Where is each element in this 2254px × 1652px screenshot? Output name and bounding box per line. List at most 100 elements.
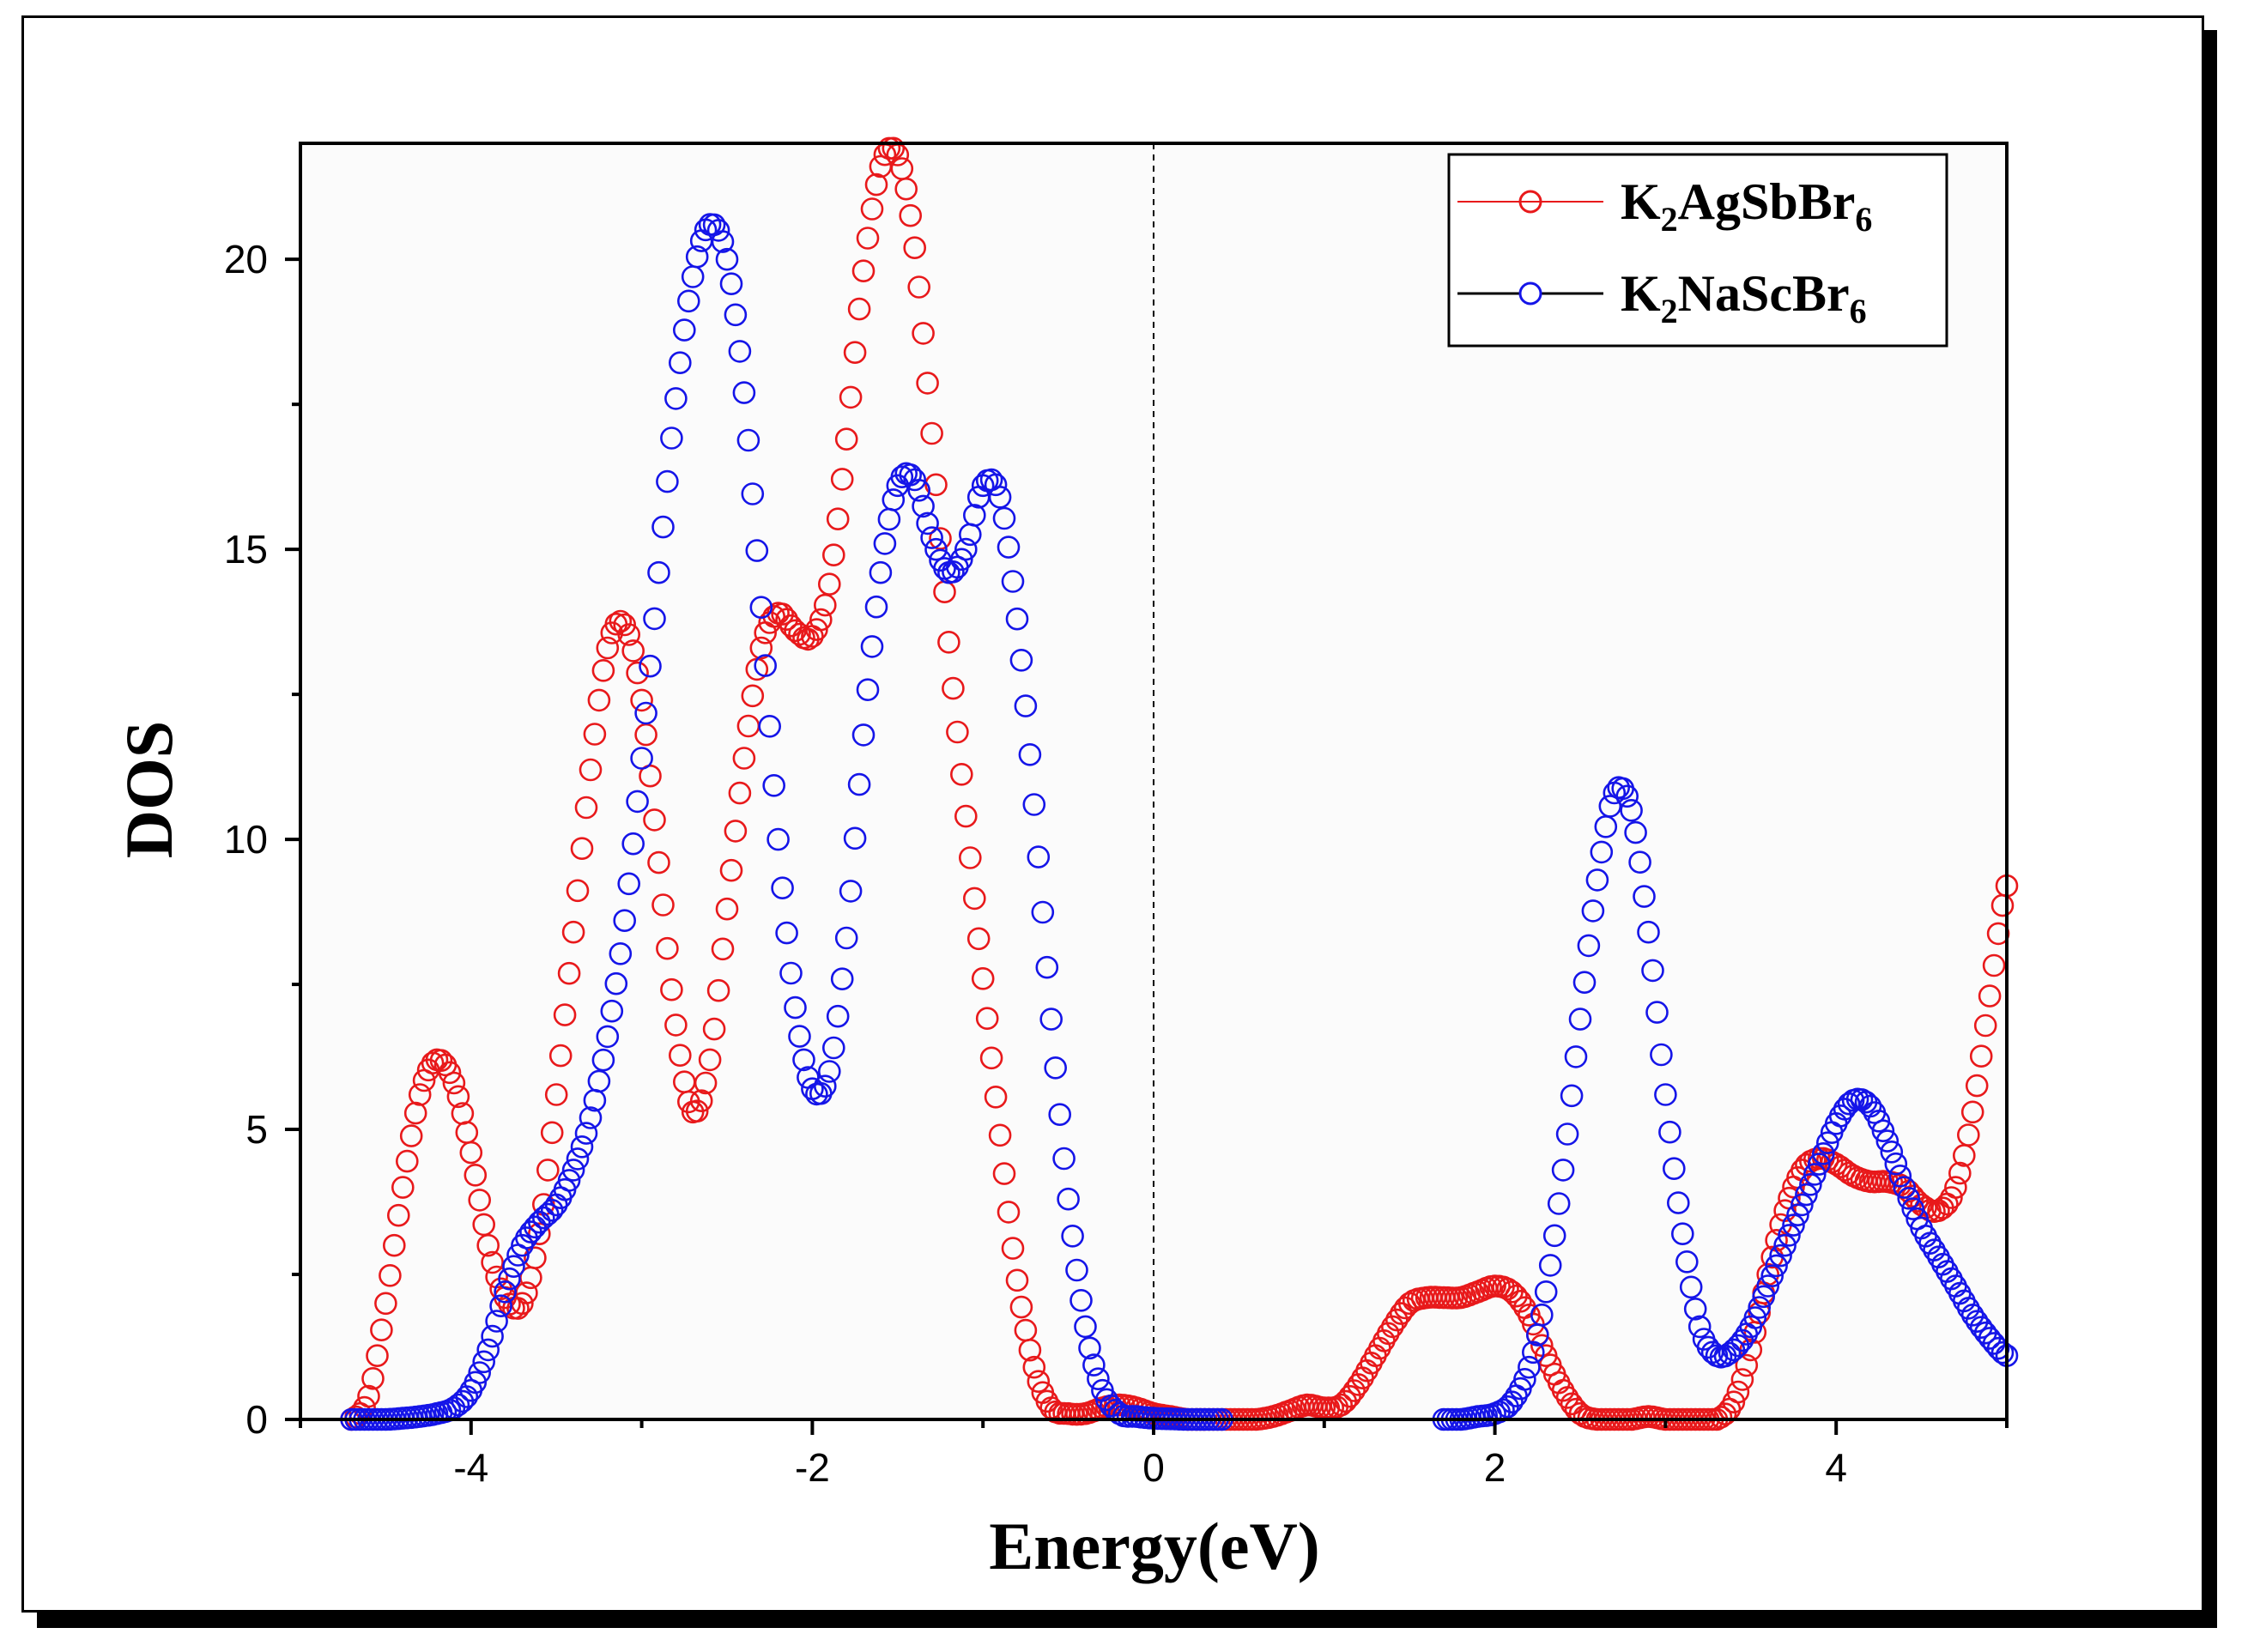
data-point-k2nascbr6 [1069, 1289, 1093, 1312]
data-point-k2nascbr6 [1645, 1001, 1669, 1024]
data-point-k2nascbr6 [1065, 1258, 1088, 1282]
data-point-k2agsbbr6 [664, 1014, 688, 1037]
legend-k2nascbr6-sub1: 2 [1661, 292, 1678, 330]
data-point-k2nascbr6 [1990, 1340, 2015, 1365]
data-point-k2agsbbr6 [975, 1007, 999, 1030]
data-point-k2agsbbr6 [988, 1123, 1012, 1147]
data-point-k2agsbbr6 [1709, 1406, 1733, 1429]
data-point-k2nascbr6 [1687, 1315, 1712, 1339]
data-point-k2nascbr6 [745, 539, 769, 562]
data-point-k2agsbbr6 [442, 1071, 466, 1095]
data-point-k2nascbr6 [963, 504, 986, 527]
data-point-k2nascbr6 [890, 465, 914, 489]
data-point-k2agsbbr6 [1377, 1322, 1400, 1346]
data-point-k2agsbbr6 [536, 1159, 560, 1182]
data-point-k2nascbr6 [920, 526, 943, 549]
data-point-k2agsbbr6 [357, 1384, 380, 1408]
data-point-k2nascbr6 [1500, 1390, 1524, 1413]
data-point-k2agsbbr6 [1982, 953, 2006, 977]
data-point-k2nascbr6 [1790, 1193, 1814, 1217]
data-point-k2agsbbr6 [966, 927, 991, 951]
data-point-k2agsbbr6 [391, 1176, 415, 1199]
data-point-k2agsbbr6 [899, 203, 922, 227]
y-tick-label: 20 [224, 237, 268, 281]
data-point-k2nascbr6 [621, 832, 645, 856]
data-point-k2nascbr6 [570, 1135, 594, 1159]
x-axis-title: Energy(eV) [989, 1509, 1320, 1583]
data-point-k2agsbbr6 [702, 1017, 726, 1041]
data-point-k2nascbr6 [1880, 1141, 1904, 1164]
data-point-k2nascbr6 [912, 494, 935, 518]
data-point-k2agsbbr6 [468, 1189, 492, 1212]
data-point-k2agsbbr6 [617, 623, 641, 646]
data-point-k2agsbbr6 [1722, 1390, 1746, 1413]
data-point-k2agsbbr6 [992, 1162, 1016, 1185]
data-point-k2agsbbr6 [1385, 1308, 1409, 1332]
data-point-k2agsbbr6 [399, 1124, 423, 1147]
data-point-k2agsbbr6 [613, 613, 637, 637]
data-point-k2nascbr6 [754, 654, 778, 677]
data-point-k2agsbbr6 [946, 720, 969, 744]
data-point-k2nascbr6 [531, 1206, 555, 1230]
data-point-k2nascbr6 [1803, 1163, 1827, 1186]
data-point-k2nascbr6 [561, 1159, 585, 1182]
data-point-k2agsbbr6 [971, 967, 995, 990]
data-point-k2agsbbr6 [851, 259, 876, 283]
data-point-k2nascbr6 [988, 485, 1012, 509]
data-point-k2agsbbr6 [724, 820, 748, 843]
data-point-k2nascbr6 [1530, 1303, 1554, 1327]
data-point-k2agsbbr6 [1342, 1379, 1366, 1402]
x-tick-label: 2 [1484, 1445, 1506, 1490]
data-point-k2nascbr6 [1893, 1176, 1916, 1199]
legend-k2agsbbr6-mid: AgSbBr [1678, 173, 1856, 230]
data-point-k2nascbr6 [826, 1004, 850, 1028]
data-point-k2agsbbr6 [1730, 1368, 1754, 1391]
data-point-k2nascbr6 [579, 1106, 603, 1129]
data-point-k2nascbr6 [728, 340, 752, 363]
data-point-k2nascbr6 [1014, 694, 1038, 717]
data-point-k2nascbr6 [1760, 1264, 1784, 1287]
data-point-k2agsbbr6 [741, 684, 765, 708]
data-point-k2nascbr6 [613, 909, 637, 932]
data-point-k2nascbr6 [771, 876, 794, 899]
data-point-k2nascbr6 [916, 511, 939, 536]
data-point-k2nascbr6 [1518, 1355, 1541, 1379]
data-point-k2nascbr6 [464, 1371, 488, 1395]
legend-marker-k2agsbbr6 [1518, 190, 1542, 214]
data-point-k2agsbbr6 [924, 473, 948, 497]
data-point-k2nascbr6 [672, 318, 696, 342]
data-point-k2agsbbr6 [1338, 1384, 1361, 1408]
data-point-k2agsbbr6 [1381, 1315, 1404, 1339]
data-point-k2agsbbr6 [651, 893, 675, 917]
data-point-k2agsbbr6 [459, 1141, 483, 1165]
data-point-k2nascbr6 [758, 714, 782, 738]
data-point-k2nascbr6 [1009, 648, 1033, 672]
data-point-k2nascbr6 [1957, 1297, 1980, 1320]
legend-k2nascbr6-sub2: 6 [1850, 292, 1867, 330]
data-point-k2agsbbr6 [894, 177, 918, 201]
data-point-k2nascbr6 [1769, 1244, 1792, 1268]
data-point-k2nascbr6 [779, 961, 803, 985]
data-point-k2nascbr6 [660, 427, 683, 450]
data-point-k2nascbr6 [1730, 1328, 1754, 1352]
ticks-layer [285, 257, 2009, 1435]
data-point-k2nascbr6 [1087, 1367, 1110, 1390]
data-point-k2nascbr6 [1555, 1123, 1579, 1146]
data-point-k2agsbbr6 [805, 618, 828, 641]
data-point-k2nascbr6 [1641, 959, 1664, 983]
data-point-k2nascbr6 [1675, 1250, 1699, 1274]
data-point-k2nascbr6 [992, 506, 1016, 530]
data-point-k2nascbr6 [775, 921, 798, 945]
data-point-k2agsbbr6 [839, 385, 863, 409]
data-point-k2nascbr6 [873, 532, 897, 555]
data-point-k2nascbr6 [1658, 1120, 1681, 1144]
data-point-k2nascbr6 [574, 1122, 598, 1145]
data-point-k2agsbbr6 [579, 758, 603, 782]
data-point-k2agsbbr6 [954, 804, 978, 828]
data-point-k2nascbr6 [668, 351, 692, 375]
data-point-k2agsbbr6 [1986, 922, 2010, 946]
data-point-k2nascbr6 [494, 1280, 517, 1304]
data-point-k2agsbbr6 [916, 372, 939, 395]
data-point-k2agsbbr6 [979, 1046, 1003, 1070]
data-point-k2nascbr6 [600, 999, 624, 1023]
